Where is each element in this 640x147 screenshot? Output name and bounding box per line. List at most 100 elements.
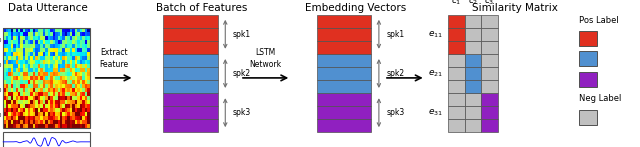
Bar <box>28 40 31 44</box>
Bar <box>579 72 597 87</box>
Bar <box>70 44 73 48</box>
Bar <box>67 60 70 64</box>
Bar <box>77 120 81 124</box>
Bar <box>50 36 53 40</box>
Bar <box>28 88 31 92</box>
Bar <box>3 48 6 52</box>
Bar <box>13 112 16 116</box>
Text: 700: 700 <box>0 113 2 118</box>
Bar <box>87 76 90 80</box>
Bar <box>6 112 9 116</box>
Bar <box>80 112 83 116</box>
Text: spk3: spk3 <box>233 108 252 117</box>
Bar <box>15 120 19 124</box>
Bar <box>60 84 63 88</box>
Bar <box>43 96 46 100</box>
Bar <box>317 54 371 67</box>
Text: Extract
Feature: Extract Feature <box>99 48 129 69</box>
Bar <box>3 92 6 96</box>
Bar <box>80 88 83 92</box>
Bar <box>28 52 31 56</box>
Bar <box>8 108 12 112</box>
Bar <box>33 76 36 80</box>
Bar <box>448 80 465 93</box>
Bar <box>20 112 24 116</box>
Bar <box>23 104 26 108</box>
Bar <box>23 40 26 44</box>
Bar <box>11 112 13 116</box>
Bar <box>13 88 16 92</box>
Bar <box>23 120 26 124</box>
Bar <box>70 56 73 60</box>
Bar <box>13 72 16 76</box>
Bar <box>45 36 48 40</box>
Bar <box>84 88 88 92</box>
Bar <box>70 68 73 72</box>
Bar <box>55 124 58 128</box>
Bar <box>40 48 44 52</box>
Bar <box>52 80 56 84</box>
Bar <box>52 92 56 96</box>
Bar <box>30 100 33 104</box>
Bar <box>45 60 48 64</box>
Bar <box>30 72 33 76</box>
Bar <box>47 116 51 120</box>
Bar <box>40 68 44 72</box>
Bar <box>87 112 90 116</box>
Bar <box>67 52 70 56</box>
Bar <box>52 76 56 80</box>
Bar <box>20 100 24 104</box>
Bar <box>77 96 81 100</box>
Bar <box>23 44 26 48</box>
Bar <box>50 64 53 68</box>
Bar <box>23 32 26 36</box>
Bar <box>72 108 76 112</box>
Bar <box>75 120 78 124</box>
Bar <box>15 64 19 68</box>
Bar <box>50 40 53 44</box>
Bar <box>6 56 9 60</box>
Bar <box>481 106 498 119</box>
Bar <box>84 96 88 100</box>
Bar <box>63 80 65 84</box>
Bar <box>84 72 88 76</box>
Bar <box>52 48 56 52</box>
Bar <box>60 44 63 48</box>
Text: 100: 100 <box>0 38 2 43</box>
Bar <box>6 84 9 88</box>
Bar <box>11 68 13 72</box>
Bar <box>3 88 6 92</box>
Bar <box>18 104 21 108</box>
Bar <box>13 116 16 120</box>
Bar <box>58 56 61 60</box>
Bar <box>75 124 78 128</box>
Bar <box>72 56 76 60</box>
Bar <box>33 116 36 120</box>
Bar <box>43 84 46 88</box>
Bar <box>45 40 48 44</box>
Bar <box>58 64 61 68</box>
Bar <box>75 32 78 36</box>
Bar <box>55 112 58 116</box>
Bar <box>43 44 46 48</box>
Bar <box>87 64 90 68</box>
Bar <box>28 48 31 52</box>
Bar <box>8 88 12 92</box>
Text: Neg Label: Neg Label <box>579 94 621 103</box>
Bar <box>55 88 58 92</box>
Bar <box>84 64 88 68</box>
Bar <box>60 56 63 60</box>
Bar <box>28 32 31 36</box>
Bar <box>28 44 31 48</box>
Bar <box>163 41 218 54</box>
Bar <box>18 52 21 56</box>
Bar <box>45 72 48 76</box>
Bar <box>75 104 78 108</box>
Bar <box>8 96 12 100</box>
Bar <box>23 80 26 84</box>
Bar <box>65 124 68 128</box>
Text: Pos Label: Pos Label <box>579 16 619 25</box>
Bar <box>8 92 12 96</box>
Bar <box>55 32 58 36</box>
Bar <box>45 124 48 128</box>
